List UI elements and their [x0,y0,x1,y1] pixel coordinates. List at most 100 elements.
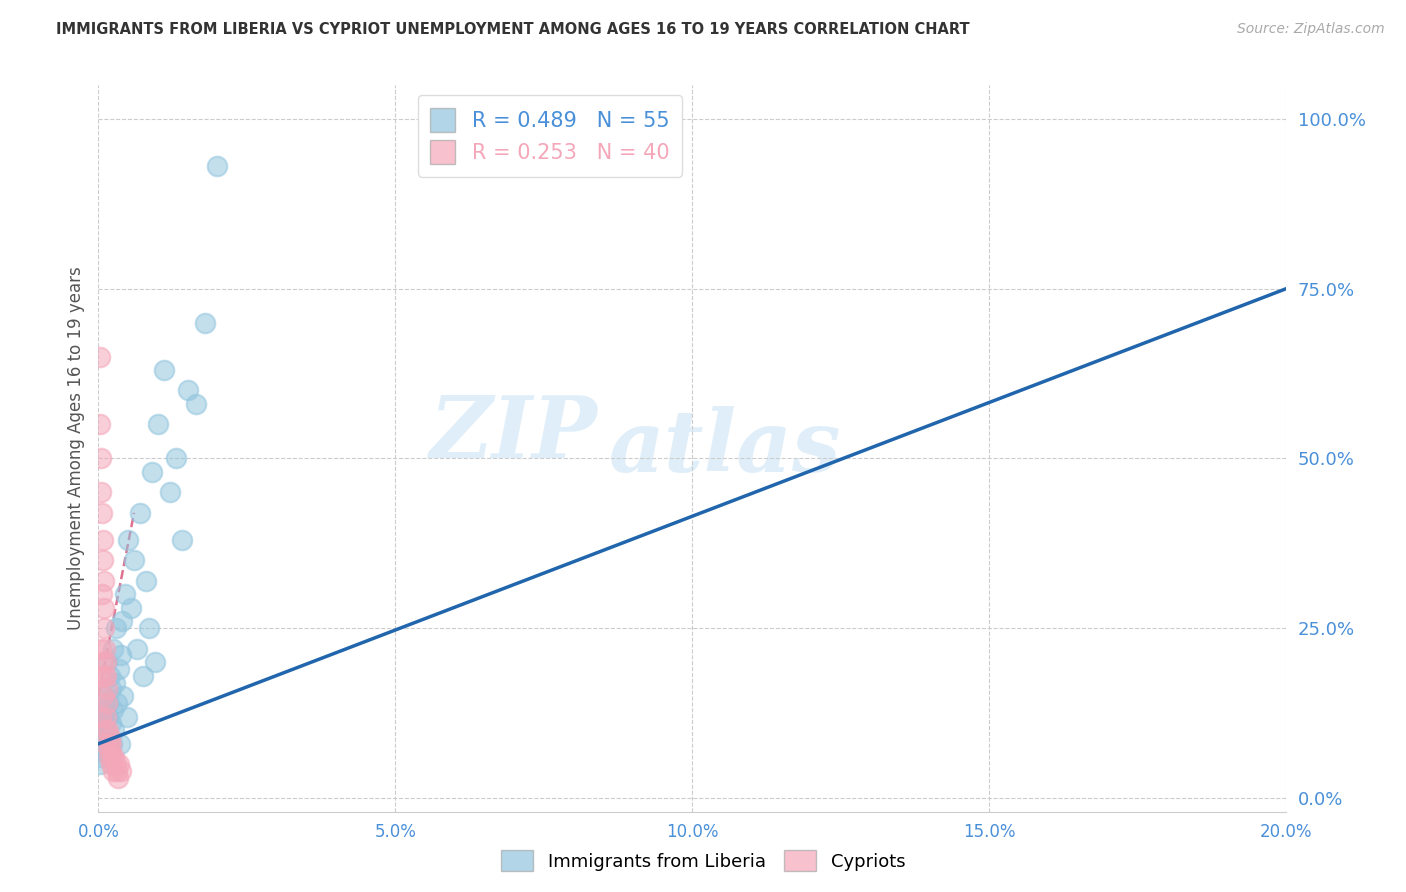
Point [129,506,152,520]
Point [98,730,121,744]
Point [93,600,115,615]
Point [105,764,128,778]
Point [120,600,142,615]
Point [122,553,145,567]
Point [97,723,120,738]
Point [96,737,118,751]
Point [110,764,132,778]
Point [98,696,121,710]
Point [96,655,118,669]
Point [107,696,129,710]
Point [98,743,121,757]
Point [101,737,124,751]
Point [94,723,117,738]
Point [90,485,112,500]
Point [143,655,166,669]
Point [93,621,115,635]
Point [194,316,217,330]
Point [100,757,122,772]
Point [91,506,114,520]
Point [94,723,117,738]
Point [103,703,125,717]
Legend: Immigrants from Liberia, Cypriots: Immigrants from Liberia, Cypriots [494,843,912,879]
Point [91,655,114,669]
Point [90,723,112,738]
Text: IMMIGRANTS FROM LIBERIA VS CYPRIOT UNEMPLOYMENT AMONG AGES 16 TO 19 YEARS CORREL: IMMIGRANTS FROM LIBERIA VS CYPRIOT UNEMP… [56,22,970,37]
Point [103,764,125,778]
Point [89,350,111,364]
Point [101,750,124,764]
Point [165,451,187,466]
Point [94,641,117,656]
Point [91,750,114,764]
Point [93,669,115,683]
Point [91,690,114,704]
Point [207,159,229,173]
Point [93,737,115,751]
Point [94,709,117,723]
Point [135,574,157,588]
Point [104,757,127,772]
Point [108,757,131,772]
Point [152,363,174,377]
Point [100,737,122,751]
Text: Source: ZipAtlas.com: Source: ZipAtlas.com [1237,22,1385,37]
Point [94,655,117,669]
Point [146,417,169,432]
Point [110,648,132,663]
Point [91,743,114,757]
Point [93,574,115,588]
Point [96,682,118,697]
Point [91,587,114,601]
Point [93,716,115,731]
Point [117,533,139,547]
Point [90,709,112,723]
Point [138,621,160,635]
Point [111,615,134,629]
Point [94,669,117,683]
Point [103,750,125,764]
Point [100,716,122,731]
Point [107,662,129,676]
Point [108,737,131,751]
Point [98,669,121,683]
Point [96,696,118,710]
Point [89,417,111,432]
Point [91,533,114,547]
Point [98,743,121,757]
Point [103,723,125,738]
Point [97,709,120,723]
Point [90,641,112,656]
Point [105,621,128,635]
Point [97,730,120,744]
Point [101,641,124,656]
Point [107,771,129,785]
Point [94,737,117,751]
Point [91,709,114,723]
Text: ZIP: ZIP [430,392,598,475]
Point [186,397,208,411]
Point [93,690,115,704]
Point [90,737,112,751]
Point [159,485,181,500]
Point [91,730,114,744]
Point [91,553,114,567]
Point [104,675,127,690]
Point [114,587,136,601]
Text: atlas: atlas [609,407,842,490]
Point [89,669,111,683]
Point [115,709,138,723]
Point [170,533,193,547]
Y-axis label: Unemployment Among Ages 16 to 19 years: Unemployment Among Ages 16 to 19 years [66,267,84,630]
Point [94,703,117,717]
Point [132,669,155,683]
Point [94,743,117,757]
Point [176,384,198,398]
Point [97,737,120,751]
Legend: R = 0.489   N = 55, R = 0.253   N = 40: R = 0.489 N = 55, R = 0.253 N = 40 [418,95,682,177]
Point [141,465,163,479]
Point [112,690,135,704]
Point [98,750,121,764]
Point [125,641,148,656]
Point [90,451,112,466]
